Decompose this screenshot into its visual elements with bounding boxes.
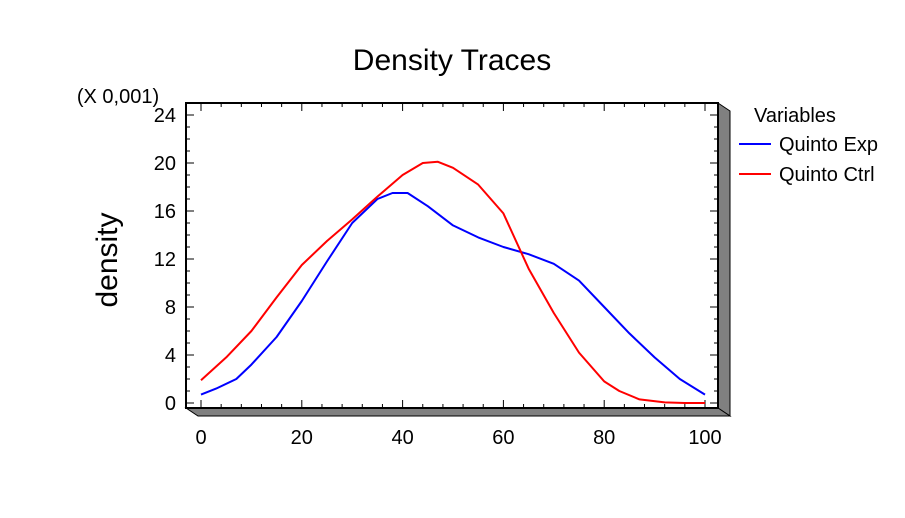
y-axis-label: density (91, 212, 124, 307)
plot-frame-bottom-shadow (184, 407, 732, 417)
axis-ticks: 0 20 40 60 80 100 0 4 8 12 16 20 24 (154, 103, 722, 449)
x-tick-label: 80 (593, 427, 615, 449)
legend-label-quinto-ctrl: Quinto Ctrl (779, 164, 875, 186)
y-tick-label: 0 (165, 393, 176, 415)
plot-frame-side-shadow (717, 102, 731, 417)
x-tick-label: 20 (291, 427, 313, 449)
y-tick-label: 12 (154, 249, 176, 271)
y-tick-label: 4 (165, 345, 176, 367)
x-tick-label: 60 (492, 427, 514, 449)
plot-frame (185, 102, 719, 409)
x-tick-label: 100 (688, 427, 721, 449)
y-tick-label: 24 (154, 105, 176, 127)
y-tick-label: 8 (165, 297, 176, 319)
chart-title: Density Traces (353, 44, 551, 77)
legend-title: Variables (754, 105, 836, 127)
x-tick-label: 0 (195, 427, 206, 449)
x-tick-label: 40 (391, 427, 413, 449)
legend: Variables Quinto Exp Quinto Ctrl (739, 105, 878, 186)
series-line-quinto-exp (200, 192, 706, 396)
series-line-quinto-ctrl (200, 160, 705, 404)
y-tick-label: 16 (154, 201, 176, 223)
legend-label-quinto-exp: Quinto Exp (779, 134, 878, 156)
data-lines (200, 160, 706, 404)
y-scale-note: (X 0,001) (77, 86, 159, 108)
y-tick-label: 20 (154, 153, 176, 175)
